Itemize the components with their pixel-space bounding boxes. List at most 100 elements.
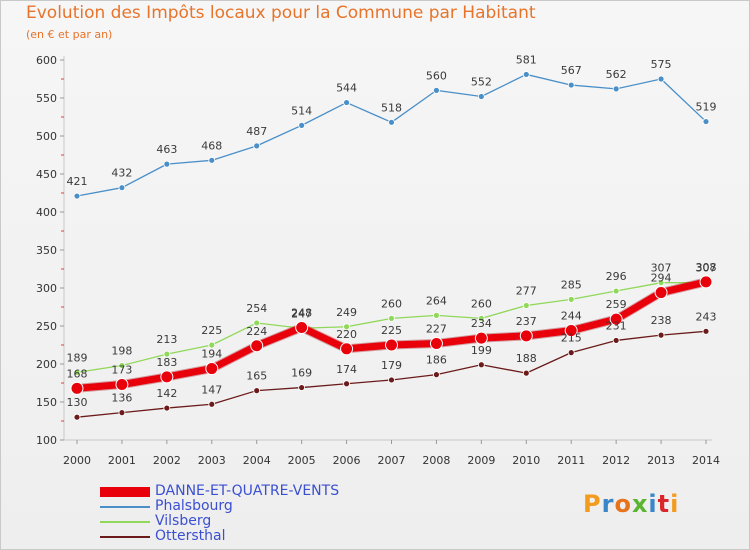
y-tick-label: 200 [36,358,57,371]
data-point [612,287,620,295]
data-point [343,99,350,106]
data-point [522,302,530,309]
data-label: 544 [336,82,357,95]
legend-label: DANNE-ET-QUATRE-VENTS [155,483,340,499]
data-label: 463 [156,143,177,156]
data-label: 260 [381,297,402,310]
data-label: 189 [67,351,88,364]
data-point [477,314,485,322]
data-label: 136 [111,392,132,405]
data-point [253,319,261,327]
data-point [208,156,216,164]
data-point [429,336,443,350]
data-label: 225 [201,324,222,337]
legend-swatch [100,536,150,538]
data-label: 575 [651,58,672,71]
data-label: 487 [246,125,267,138]
data-label: 248 [291,307,312,320]
data-point [702,327,710,335]
x-tick-label: 2004 [243,454,271,467]
data-label: 259 [606,298,627,311]
legend-label: Ottersthal [155,528,226,544]
data-label: 188 [516,352,537,365]
data-label: 179 [381,359,402,372]
data-point [118,409,126,417]
y-tick-label: 400 [36,206,57,219]
data-label: 234 [471,317,492,330]
legend-label: Vilsberg [155,513,212,529]
data-label: 307 [651,262,672,275]
chart-subtitle: (en € et par an) [26,28,113,41]
data-point [433,371,440,379]
data-point [73,413,81,421]
data-point [73,192,81,200]
data-point [612,85,620,93]
x-tick-label: 2012 [602,454,630,467]
y-tick-label: 600 [36,54,57,67]
data-label: 260 [471,297,492,310]
data-label: 247 [291,307,312,320]
data-label: 198 [111,345,132,358]
data-label: 468 [201,139,222,152]
data-point [298,384,306,391]
y-tick-label: 300 [36,282,57,295]
y-tick-label: 450 [36,168,57,181]
data-label: 264 [426,294,447,307]
data-point [702,118,710,125]
data-point [433,87,440,94]
x-tick-label: 2003 [198,454,226,467]
data-point [385,338,398,352]
data-label: 581 [516,53,537,66]
x-tick-label: 2014 [692,454,720,467]
y-tick-label: 100 [36,434,57,447]
data-label: 220 [336,328,357,341]
data-label: 552 [471,75,492,88]
data-point [699,275,713,289]
data-point [163,404,171,412]
data-point [388,314,395,322]
x-tick-label: 2005 [288,454,316,467]
data-point [250,339,264,353]
data-label: 432 [111,167,132,180]
data-point [343,323,350,331]
data-label: 567 [561,64,582,77]
data-point [253,142,261,150]
y-tick-label: 250 [36,320,57,333]
data-label: 168 [67,367,88,380]
data-label: 231 [606,319,627,332]
data-label: 147 [201,383,222,396]
data-point [163,350,171,358]
data-label: 254 [246,302,267,315]
data-point [298,121,306,129]
x-tick-label: 2002 [153,454,181,467]
data-point [433,311,440,319]
data-label: 169 [291,367,312,380]
data-label: 199 [471,344,492,357]
data-point [208,400,216,408]
data-point [205,362,219,376]
data-point [567,81,575,89]
legend-label: Phalsbourg [155,498,233,514]
data-point [564,324,578,338]
x-tick-label: 2000 [63,454,91,467]
data-label: 560 [426,69,447,82]
legend-swatch [100,521,150,523]
y-tick-label: 500 [36,130,57,143]
data-point [340,342,354,356]
data-point [343,380,350,388]
data-label: 225 [381,324,402,337]
data-point [609,312,623,326]
data-label: 174 [336,363,357,376]
data-point [70,381,84,395]
y-tick-label: 150 [36,396,57,409]
data-label: 421 [67,175,88,188]
data-point [657,279,665,287]
data-label: 307 [696,262,717,275]
data-label: 244 [561,310,582,323]
data-point [522,71,530,78]
data-point [612,337,620,344]
data-point [477,93,485,100]
data-label: 215 [561,332,582,345]
data-label: 183 [156,356,177,369]
data-label: 249 [336,306,357,319]
